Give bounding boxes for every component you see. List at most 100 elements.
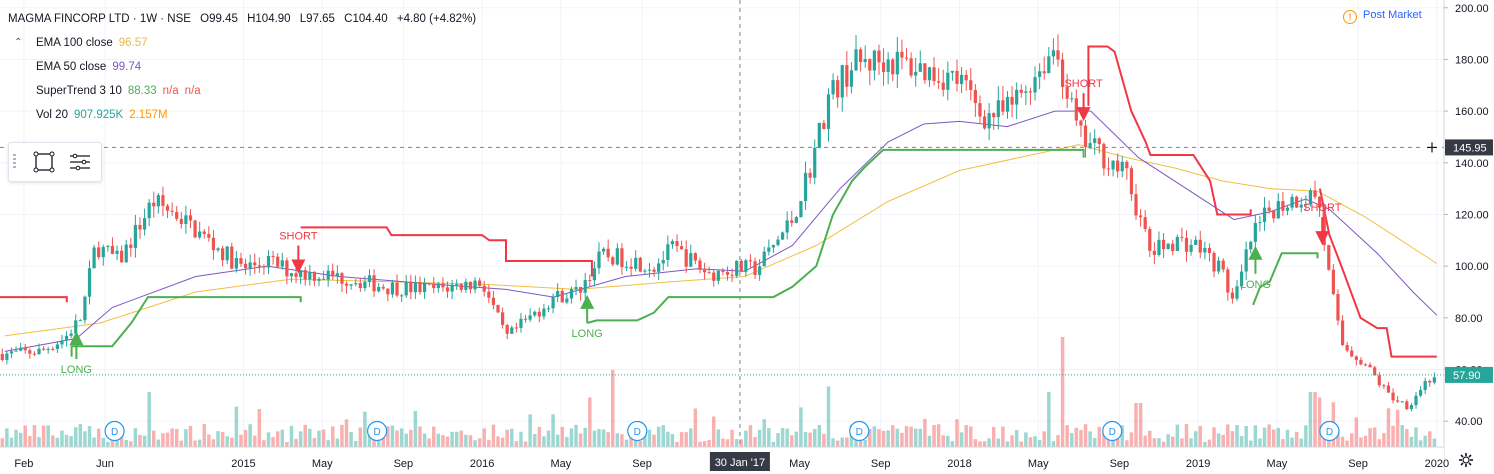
volume-bar: [1005, 441, 1010, 447]
volume-bar: [376, 440, 381, 447]
volume-bar: [1262, 427, 1267, 447]
candle-body: [445, 287, 450, 292]
time-tick-label: May: [1267, 458, 1288, 470]
volume-bar: [1308, 392, 1313, 447]
candle-body: [1308, 190, 1313, 205]
candle-body: [147, 202, 151, 219]
candle-body: [886, 59, 890, 72]
volume-bar: [211, 439, 216, 447]
volume-bar: [927, 435, 932, 447]
candle-body: [234, 258, 238, 269]
candle-body: [785, 220, 789, 233]
volume-bar: [959, 432, 964, 447]
crosshair-price-label: 145.95: [1453, 142, 1487, 154]
candle-body: [904, 57, 909, 59]
volume-bar: [886, 430, 890, 447]
short-arrow-icon: [1076, 107, 1091, 122]
candle-body: [1143, 217, 1147, 230]
candle-body: [909, 58, 913, 76]
volume-bar: [863, 439, 867, 447]
candle-body: [739, 260, 743, 272]
candle-body: [1400, 401, 1404, 403]
volume-bar: [982, 441, 987, 447]
volume-bar: [822, 433, 826, 447]
volume-bar: [197, 439, 202, 447]
volume-bar: [569, 428, 574, 447]
volume-bar: [0, 438, 5, 447]
volume-bar: [1418, 440, 1423, 447]
volume-bar: [1047, 392, 1051, 447]
candle-body: [409, 281, 413, 293]
legend-volume[interactable]: Vol 20 907.925K 2.157M: [8, 103, 482, 127]
candle-body: [523, 318, 528, 320]
long-arrow-icon: [69, 331, 84, 346]
market-status[interactable]: ! Post Market: [1343, 9, 1422, 24]
volume-bar: [390, 425, 395, 447]
symbol-title[interactable]: MAGMA FINCORP LTD · 1W · NSE: [8, 13, 191, 25]
volume-bar: [124, 440, 128, 447]
candle-body: [744, 260, 748, 272]
volume-bar: [698, 441, 702, 447]
candle-body: [725, 271, 730, 275]
candle-body: [482, 285, 486, 292]
menu-lines-icon[interactable]: [67, 149, 93, 175]
volume-bar: [941, 435, 945, 447]
candle-body: [175, 211, 179, 219]
volume-bar: [551, 414, 555, 447]
volume-bar: [1294, 431, 1299, 447]
candle-body: [120, 250, 124, 263]
candle-body: [620, 248, 624, 268]
volume-bar: [1120, 425, 1124, 447]
candle-body: [1267, 207, 1271, 211]
volume-bar: [578, 433, 583, 447]
candle-body: [496, 304, 500, 313]
volume-bar: [964, 425, 968, 447]
candle-body: [588, 280, 592, 282]
collapse-chevron-icon[interactable]: ⌃: [14, 37, 23, 48]
volume-bar: [1359, 437, 1363, 447]
candle-body: [354, 283, 358, 285]
legend-ema100[interactable]: ⌃ EMA 100 close 96.57: [8, 31, 482, 55]
candle-body: [689, 253, 693, 267]
candle-body: [432, 283, 436, 289]
volume-bar: [220, 431, 225, 447]
volume-bar: [546, 430, 551, 447]
candle-body: [1299, 204, 1303, 208]
chart-legend: MAGMA FINCORP LTD · 1W · NSE O99.45 H104…: [8, 7, 482, 127]
rectangle-icon[interactable]: [31, 149, 57, 175]
candle-body: [877, 50, 881, 63]
candle-body: [643, 270, 647, 272]
dividend-label: D: [111, 427, 118, 438]
candle-body: [1005, 96, 1010, 112]
candle-body: [1019, 89, 1023, 93]
volume-bar: [1148, 430, 1152, 447]
candle-body: [78, 320, 82, 322]
legend-ema50[interactable]: EMA 50 close 99.74: [8, 55, 482, 79]
candle-body: [358, 283, 362, 289]
legend-supertrend[interactable]: SuperTrend 3 10 88.33 n/a n/a: [8, 79, 482, 103]
volume-bar: [652, 434, 656, 447]
volume-bar: [817, 424, 822, 447]
volume-bar: [308, 428, 312, 447]
candle-body: [1171, 243, 1175, 252]
candle-body: [1405, 401, 1409, 410]
candle-body: [666, 244, 670, 260]
volume-bar: [1428, 431, 1432, 447]
volume-bar: [409, 429, 413, 447]
short-arrow-icon: [1315, 231, 1330, 246]
volume-bar: [1079, 430, 1083, 447]
volume-bar: [1432, 438, 1437, 447]
volume-bar: [55, 437, 60, 447]
supertrend-down-line: [1087, 45, 1252, 216]
drag-grip-icon[interactable]: [13, 154, 16, 170]
candle-body: [179, 218, 183, 225]
candle-body: [464, 281, 468, 290]
candle-body: [427, 283, 431, 285]
gear-icon[interactable]: [1458, 452, 1474, 468]
volume-bar: [670, 434, 675, 447]
volume-bar: [482, 428, 486, 447]
candle-body: [1391, 392, 1395, 401]
volume-bar: [689, 428, 693, 447]
volume-bar: [271, 437, 275, 447]
